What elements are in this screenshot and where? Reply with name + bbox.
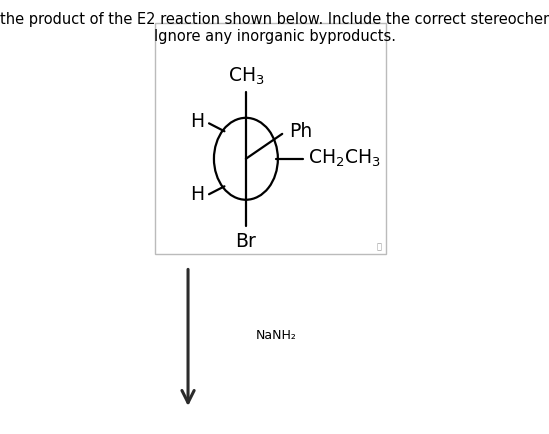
Text: CH$_3$: CH$_3$ [228,66,265,87]
Bar [155,23,385,253]
Text: H: H [190,185,204,204]
Text: H: H [190,112,204,131]
Text: Draw the product of the E2 reaction shown below. Include the correct stereochemi: Draw the product of the E2 reaction show… [0,12,549,27]
Text: CH$_2$CH$_3$: CH$_2$CH$_3$ [309,148,381,169]
Text: ⧄: ⧄ [376,243,382,252]
Text: Ph: Ph [289,122,312,141]
Text: Br: Br [236,232,256,251]
Text: Ignore any inorganic byproducts.: Ignore any inorganic byproducts. [154,30,395,44]
Text: NaNH₂: NaNH₂ [256,329,296,342]
